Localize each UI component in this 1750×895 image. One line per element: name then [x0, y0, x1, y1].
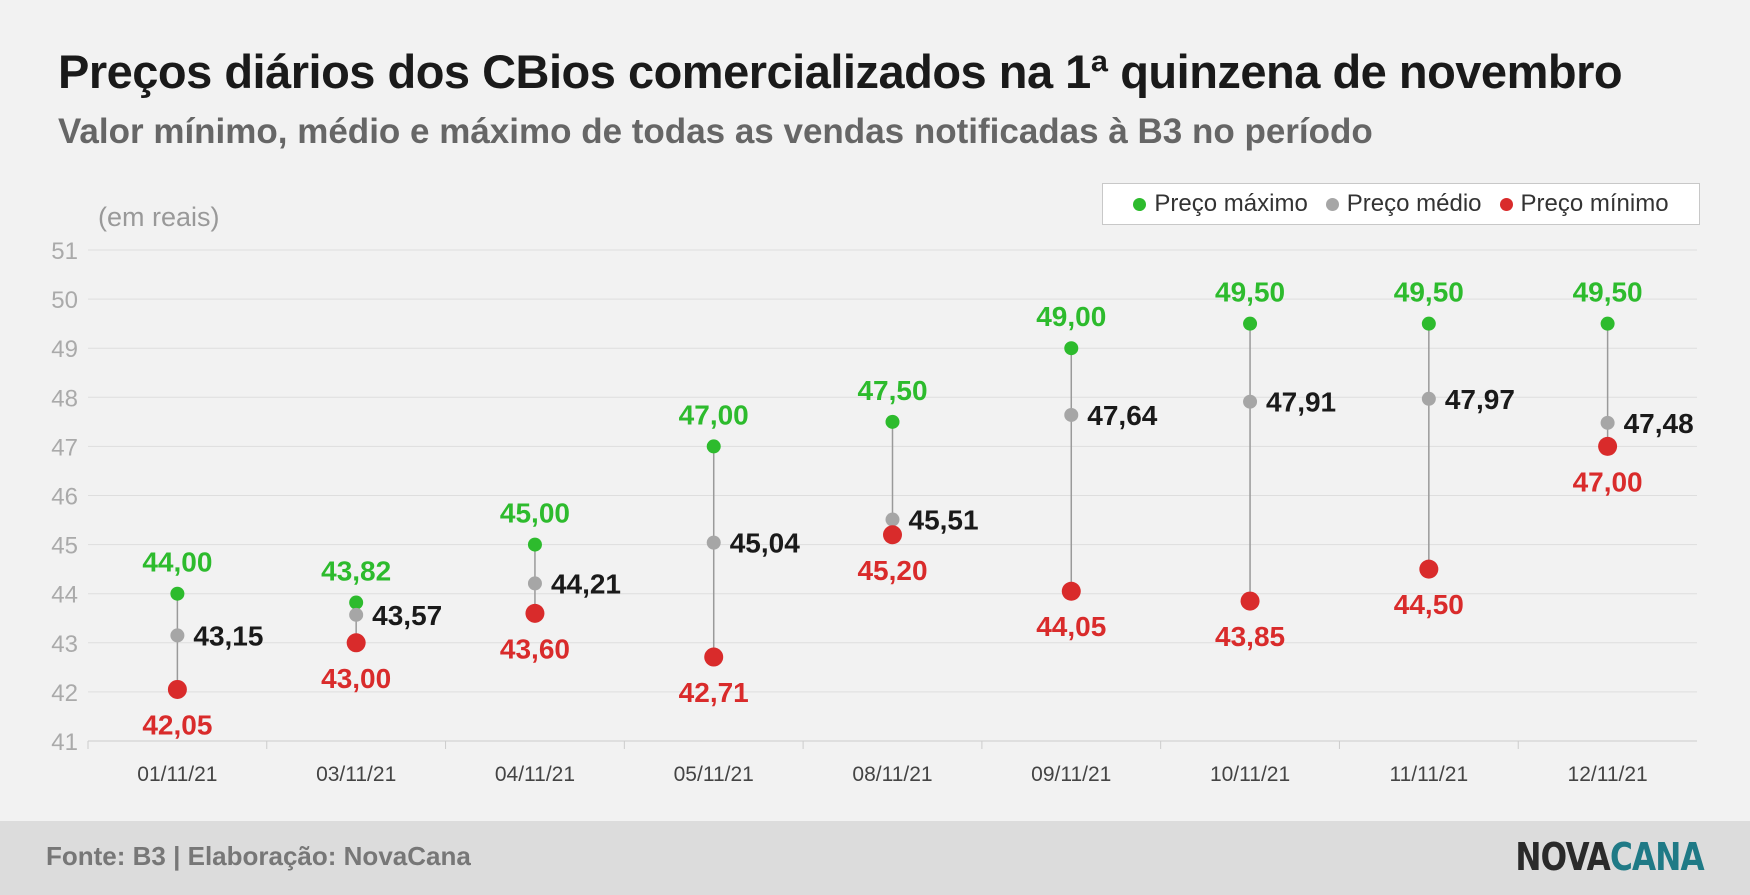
- max-value-label: 47,50: [857, 375, 927, 406]
- max-point: [1421, 316, 1436, 331]
- x-tick-label: 05/11/21: [674, 763, 754, 786]
- min-point: [1240, 591, 1260, 611]
- min-value-label: 44,05: [1036, 611, 1106, 642]
- max-value-label: 44,00: [142, 547, 212, 578]
- y-tick-label: 43: [51, 631, 78, 658]
- chart-subtitle: Valor mínimo, médio e máximo de todas as…: [58, 112, 1373, 151]
- x-tick-label: 12/11/21: [1568, 763, 1648, 786]
- avg-point: [1243, 394, 1258, 409]
- min-point: [525, 603, 545, 623]
- y-tick-label: 50: [51, 287, 78, 314]
- min-value-label: 43,00: [321, 663, 391, 694]
- avg-value-label: 45,51: [909, 505, 979, 536]
- y-tick-label: 51: [51, 238, 78, 265]
- avg-point: [170, 628, 185, 643]
- footer-bar: Fonte: B3 | Elaboração: NovaCana NOVACAN…: [0, 821, 1750, 895]
- price-chart: (em reais) 41 42 43 44 45 46 47 48 49 50 51 01/11/21…: [51, 202, 1697, 786]
- legend-label: Preço mínimo: [1520, 190, 1669, 217]
- legend-dot-icon: [1499, 197, 1513, 211]
- avg-point: [527, 576, 542, 591]
- y-tick-label: 47: [51, 434, 78, 461]
- x-tick-label: 09/11/21: [1031, 763, 1111, 786]
- max-point: [527, 537, 542, 552]
- max-point: [1064, 341, 1079, 356]
- legend-item-avg: Preço médio: [1325, 190, 1482, 218]
- y-tick-label: 45: [51, 533, 78, 560]
- legend-item-min: Preço mínimo: [1499, 190, 1669, 218]
- min-value-label: 42,71: [679, 677, 749, 708]
- avg-point: [885, 512, 900, 527]
- min-point: [1419, 559, 1439, 579]
- avg-point: [1064, 407, 1079, 422]
- x-tick-label: 10/11/21: [1210, 763, 1290, 786]
- y-axis-label: (em reais): [98, 202, 220, 232]
- chart-legend: Preço máximo Preço médio Preço mínimo: [1102, 183, 1700, 225]
- avg-value-label: 43,57: [372, 600, 442, 631]
- max-point: [1243, 316, 1258, 331]
- min-value-label: 42,05: [142, 709, 212, 740]
- max-value-label: 49,50: [1573, 277, 1643, 308]
- max-point: [349, 595, 364, 610]
- min-value-label: 44,50: [1394, 589, 1464, 620]
- max-point: [1600, 316, 1615, 331]
- y-tick-label: 49: [51, 336, 78, 363]
- max-value-label: 49,00: [1036, 301, 1106, 332]
- x-tick-label: 03/11/21: [316, 763, 396, 786]
- avg-point: [1421, 391, 1436, 406]
- y-tick-label: 42: [51, 680, 78, 707]
- y-tick-label: 41: [51, 729, 78, 756]
- legend-label: Preço máximo: [1154, 190, 1308, 217]
- x-tick-label: 01/11/21: [137, 763, 217, 786]
- novacana-logo: NOVACANA: [1515, 835, 1705, 879]
- avg-value-label: 43,15: [193, 620, 263, 651]
- max-value-label: 47,00: [679, 399, 749, 430]
- avg-value-label: 47,91: [1266, 387, 1336, 418]
- legend-item-max: Preço máximo: [1133, 190, 1308, 218]
- legend-dot-icon: [1325, 197, 1339, 211]
- legend-label: Preço médio: [1346, 190, 1482, 217]
- min-point: [346, 633, 366, 653]
- max-value-label: 45,00: [500, 498, 570, 529]
- min-point: [1061, 581, 1081, 601]
- max-value-label: 49,50: [1215, 277, 1285, 308]
- avg-point: [706, 535, 721, 550]
- min-value-label: 47,00: [1573, 466, 1643, 497]
- y-tick-label: 46: [51, 484, 78, 511]
- x-tick-label: 11/11/21: [1390, 763, 1469, 786]
- x-tick-label: 08/11/21: [852, 763, 932, 786]
- avg-point: [1600, 415, 1615, 430]
- min-point: [1598, 436, 1618, 456]
- avg-value-label: 47,48: [1624, 408, 1694, 439]
- avg-value-label: 47,97: [1445, 384, 1515, 415]
- avg-value-label: 44,21: [551, 568, 621, 599]
- min-value-label: 43,85: [1215, 621, 1285, 652]
- y-tick-label: 44: [51, 582, 78, 609]
- y-tick-label: 48: [51, 385, 78, 412]
- max-value-label: 43,82: [321, 556, 391, 587]
- max-value-label: 49,50: [1394, 277, 1464, 308]
- min-value-label: 45,20: [857, 555, 927, 586]
- max-point: [170, 586, 185, 601]
- avg-point: [349, 607, 364, 622]
- legend-dot-icon: [1133, 197, 1147, 211]
- max-point: [706, 439, 721, 454]
- avg-value-label: 47,64: [1087, 400, 1157, 431]
- min-point: [704, 647, 724, 667]
- source-note: Fonte: B3 | Elaboração: NovaCana: [46, 841, 471, 871]
- min-point: [883, 525, 902, 545]
- max-point: [885, 414, 900, 429]
- avg-value-label: 45,04: [730, 528, 800, 559]
- min-value-label: 43,60: [500, 633, 570, 664]
- chart-title: Preços diários dos CBios comercializados…: [58, 45, 1623, 98]
- x-tick-label: 04/11/21: [495, 763, 575, 786]
- min-point: [167, 679, 187, 699]
